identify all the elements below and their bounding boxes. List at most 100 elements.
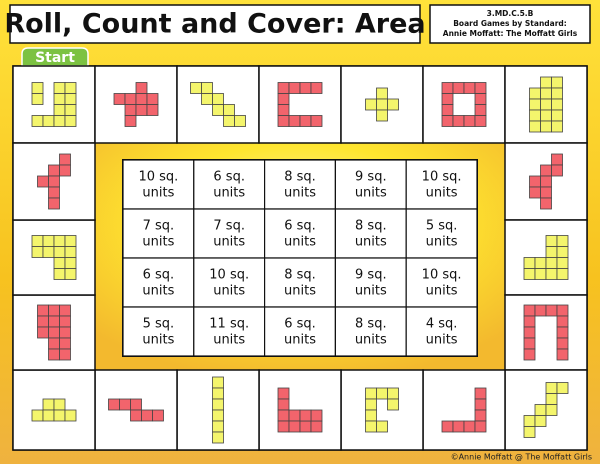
cell-unit: units xyxy=(355,333,387,348)
shape-square xyxy=(64,268,77,280)
shape-square xyxy=(540,164,552,177)
grid-cell xyxy=(193,208,266,259)
cell-amount: 8 sq. xyxy=(284,170,316,185)
series: Board Games by Standard: xyxy=(453,19,567,28)
shape-square xyxy=(48,348,60,361)
shape-square xyxy=(53,104,66,116)
shape-square xyxy=(53,257,66,269)
shape-square xyxy=(551,98,563,111)
shape-square xyxy=(135,104,148,116)
board-space xyxy=(340,369,424,451)
cell-unit: units xyxy=(426,284,458,299)
shape-square xyxy=(529,87,541,100)
shape-square xyxy=(53,235,66,247)
cell-amount: 7 sq. xyxy=(143,219,175,234)
cell-amount: 10 sq. xyxy=(422,268,462,283)
shape-square xyxy=(540,76,552,89)
shape-square xyxy=(53,268,66,280)
shape-square xyxy=(556,382,569,394)
shape-square xyxy=(540,120,552,133)
shape-square xyxy=(48,337,60,350)
shape-square xyxy=(31,409,44,422)
cell-unit: units xyxy=(426,333,458,348)
shape-square xyxy=(31,93,44,105)
cell-unit: units xyxy=(142,284,174,299)
board-space xyxy=(258,65,342,144)
shape-square xyxy=(556,348,569,361)
shape-square xyxy=(146,93,159,105)
shape-square xyxy=(277,93,290,105)
shape-square xyxy=(545,393,558,405)
shape-square xyxy=(59,153,71,166)
cell-unit: units xyxy=(213,235,245,250)
cell-amount: 5 sq. xyxy=(143,317,175,332)
shape-square xyxy=(42,115,55,127)
shape-square xyxy=(376,98,388,111)
cell-unit: units xyxy=(284,186,316,201)
cell-amount: 9 sq. xyxy=(355,268,387,283)
grid-cell xyxy=(264,159,337,210)
shape-square xyxy=(48,304,60,317)
shape-square xyxy=(223,115,235,127)
shape-square xyxy=(64,115,77,127)
shape-square xyxy=(556,268,569,280)
shape-square xyxy=(201,82,213,94)
cell-unit: units xyxy=(213,333,245,348)
shape-square xyxy=(223,104,235,116)
shape-square xyxy=(146,104,159,116)
start-tab xyxy=(21,47,89,67)
shape-square xyxy=(64,93,77,105)
cell-unit: units xyxy=(142,235,174,250)
shape-square xyxy=(556,326,569,339)
start-label: Start xyxy=(35,50,75,66)
shape-square xyxy=(37,304,49,317)
shape-square xyxy=(277,115,290,127)
cell-amount: 8 sq. xyxy=(284,268,316,283)
shape-square xyxy=(441,104,454,116)
shape-square xyxy=(190,82,202,94)
shape-square xyxy=(108,398,120,411)
shape-square xyxy=(234,115,246,127)
grid-cell xyxy=(334,159,407,210)
shape-square xyxy=(59,164,71,177)
shape-square xyxy=(310,409,323,422)
shape-square xyxy=(277,409,290,422)
shape-square xyxy=(277,387,290,400)
grid-cell xyxy=(405,208,478,259)
shape-square xyxy=(463,82,476,94)
shape-square xyxy=(124,115,137,127)
shape-square xyxy=(463,115,476,127)
shape-square xyxy=(365,409,377,422)
shape-square xyxy=(48,186,60,199)
shape-square xyxy=(556,315,569,328)
cell-amount: 10 sq. xyxy=(209,268,249,283)
shape-square xyxy=(48,315,60,328)
title-box xyxy=(9,4,421,44)
shape-square xyxy=(534,404,547,416)
cell-unit: units xyxy=(355,186,387,201)
shape-square xyxy=(551,87,563,100)
shape-square xyxy=(212,398,224,411)
shape-square xyxy=(64,235,77,247)
shape-square xyxy=(529,109,541,122)
shape-square xyxy=(31,115,44,127)
shape-square xyxy=(540,197,552,210)
grid-cell xyxy=(405,257,478,308)
shape-square xyxy=(474,104,487,116)
shape-square xyxy=(124,104,137,116)
shape-square xyxy=(59,348,71,361)
footer: ©Annie Moffatt @ The Moffatt Girls xyxy=(451,453,592,462)
shape-square xyxy=(130,409,142,422)
cell-unit: units xyxy=(142,333,174,348)
shape-square xyxy=(474,420,487,433)
shape-square xyxy=(310,420,323,433)
shape-square xyxy=(299,420,312,433)
shape-square xyxy=(556,246,569,258)
shape-square xyxy=(212,431,224,444)
grid-cell xyxy=(334,257,407,308)
title: Roll, Count and Cover: Area xyxy=(4,9,425,40)
cell-unit: units xyxy=(142,186,174,201)
shape-square xyxy=(545,404,558,416)
shape-square xyxy=(376,387,388,400)
